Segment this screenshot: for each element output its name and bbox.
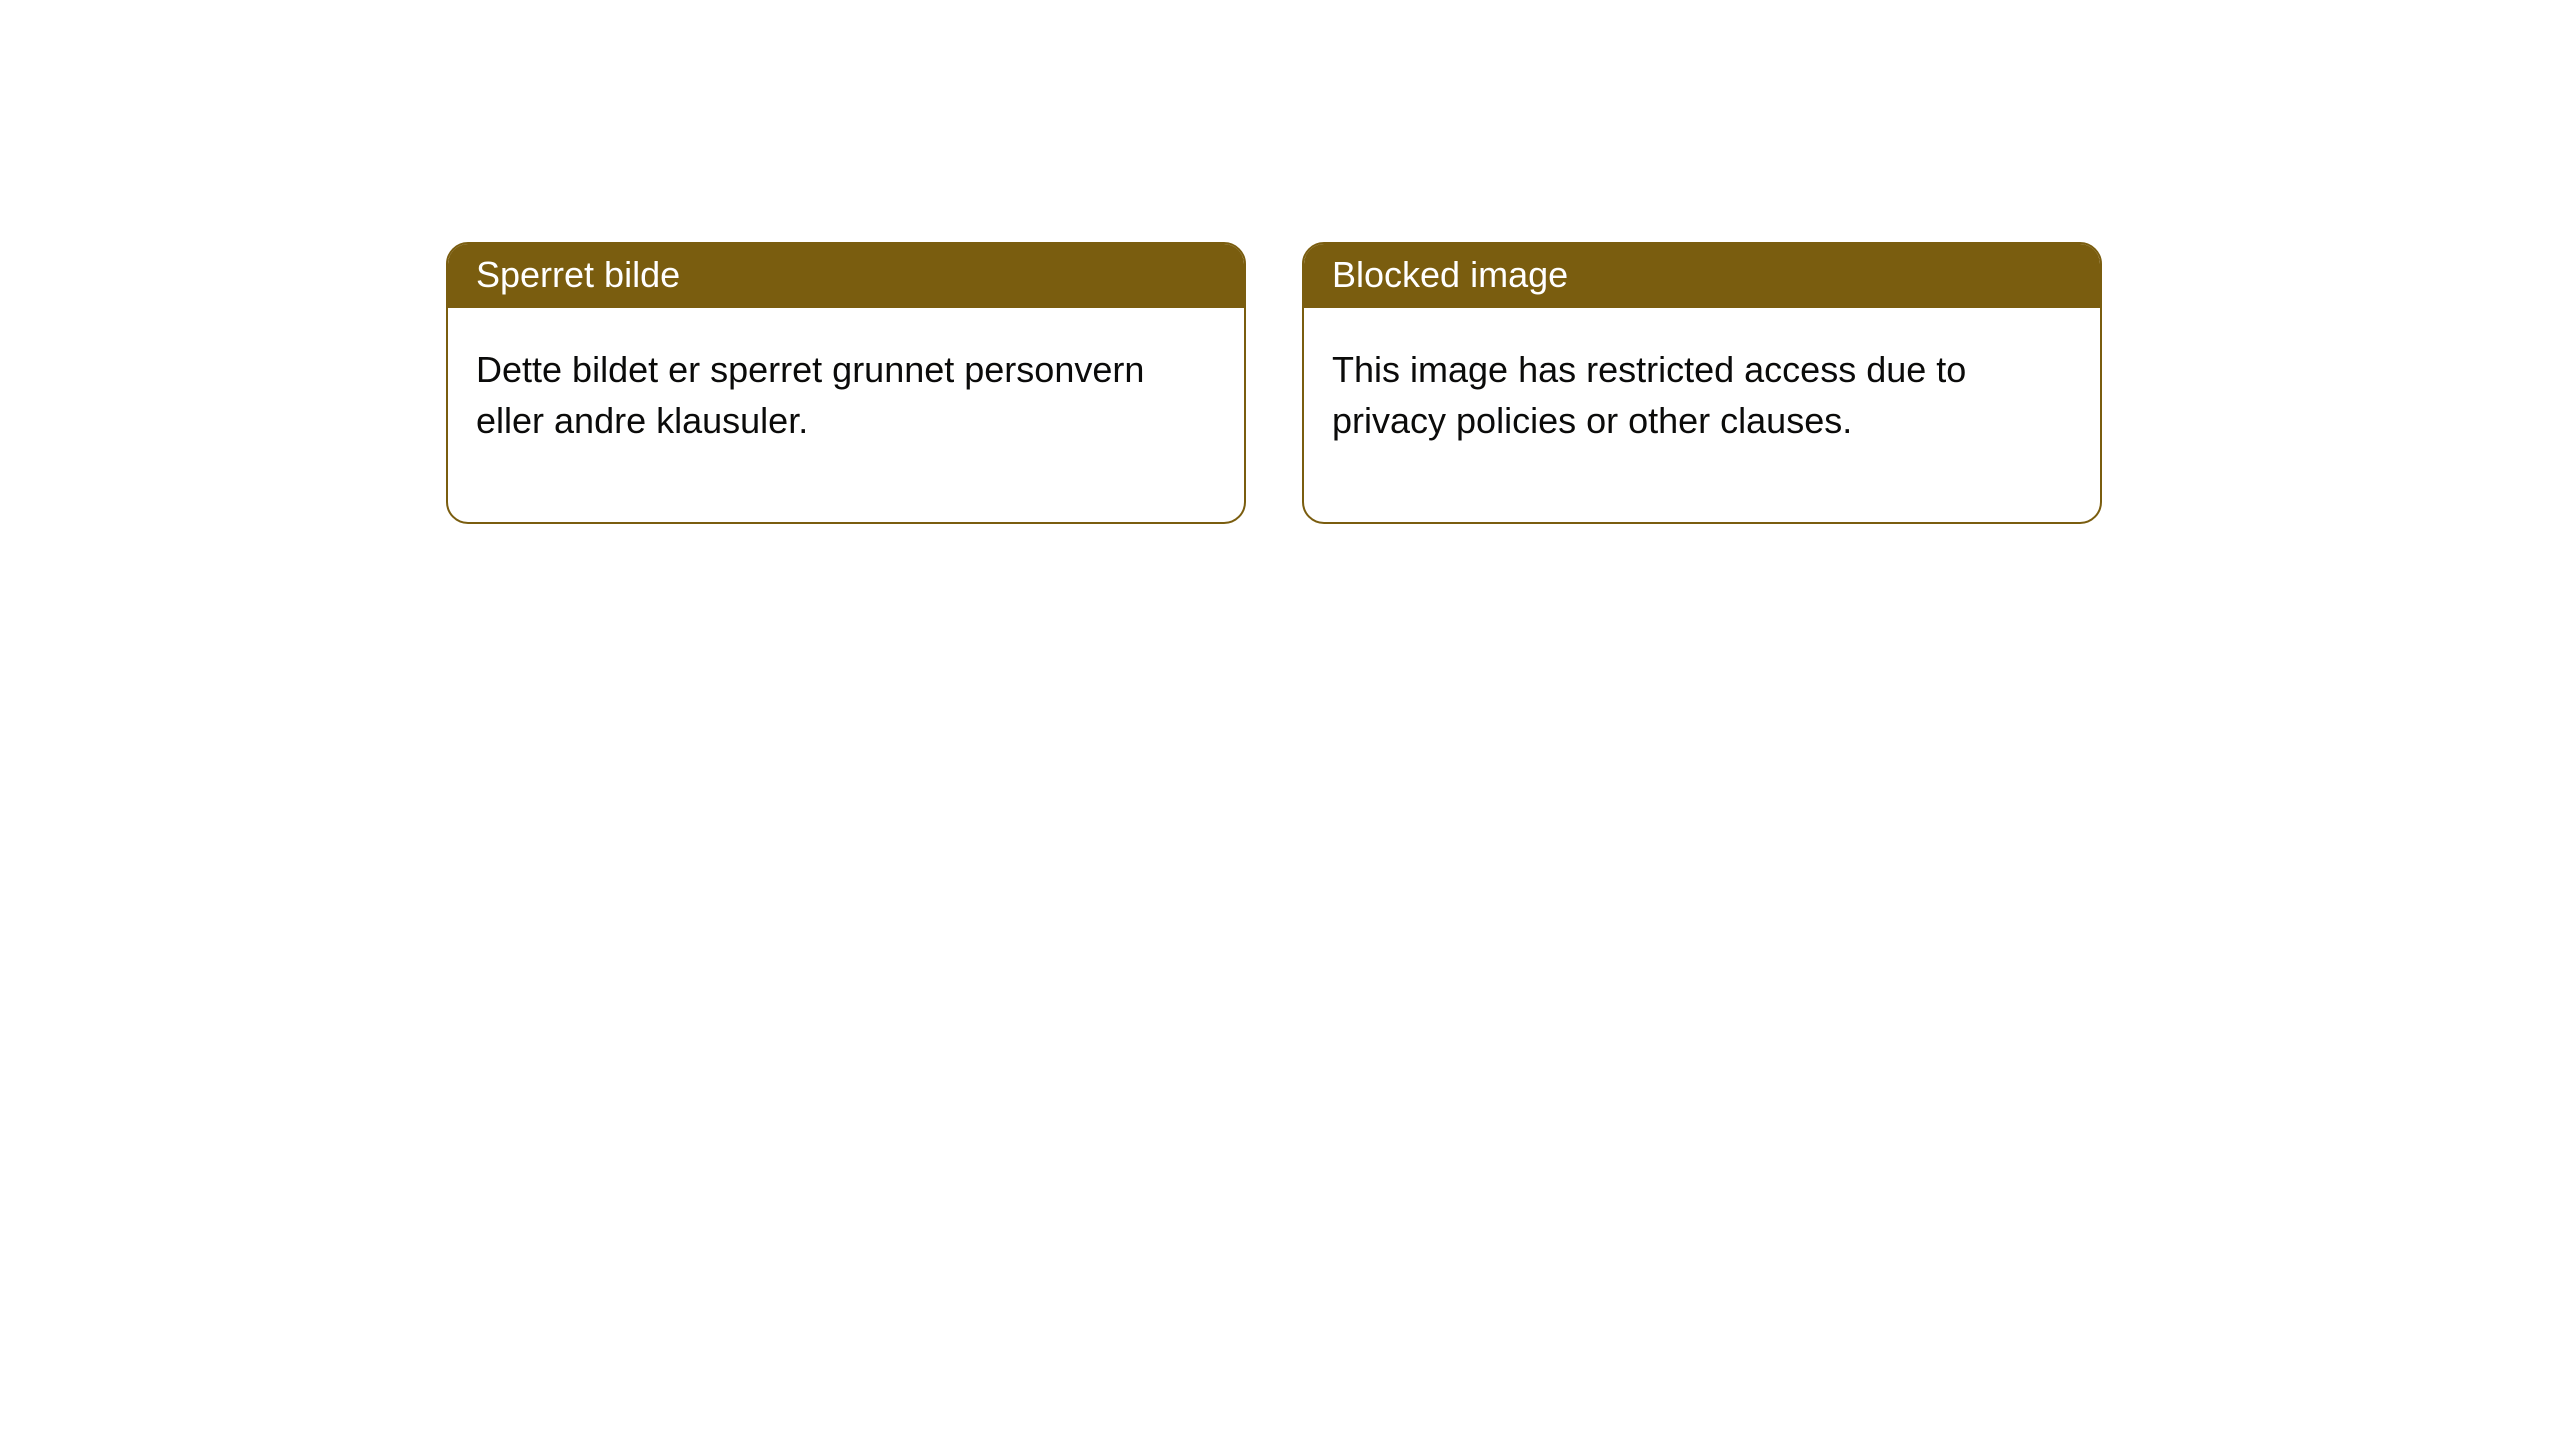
card-body-text: Dette bildet er sperret grunnet personve… (448, 308, 1244, 522)
card-title: Sperret bilde (448, 244, 1244, 308)
notice-card-english: Blocked image This image has restricted … (1302, 242, 2102, 524)
card-body-text: This image has restricted access due to … (1304, 308, 2100, 522)
notice-cards-container: Sperret bilde Dette bildet er sperret gr… (0, 0, 2560, 524)
notice-card-norwegian: Sperret bilde Dette bildet er sperret gr… (446, 242, 1246, 524)
card-title: Blocked image (1304, 244, 2100, 308)
